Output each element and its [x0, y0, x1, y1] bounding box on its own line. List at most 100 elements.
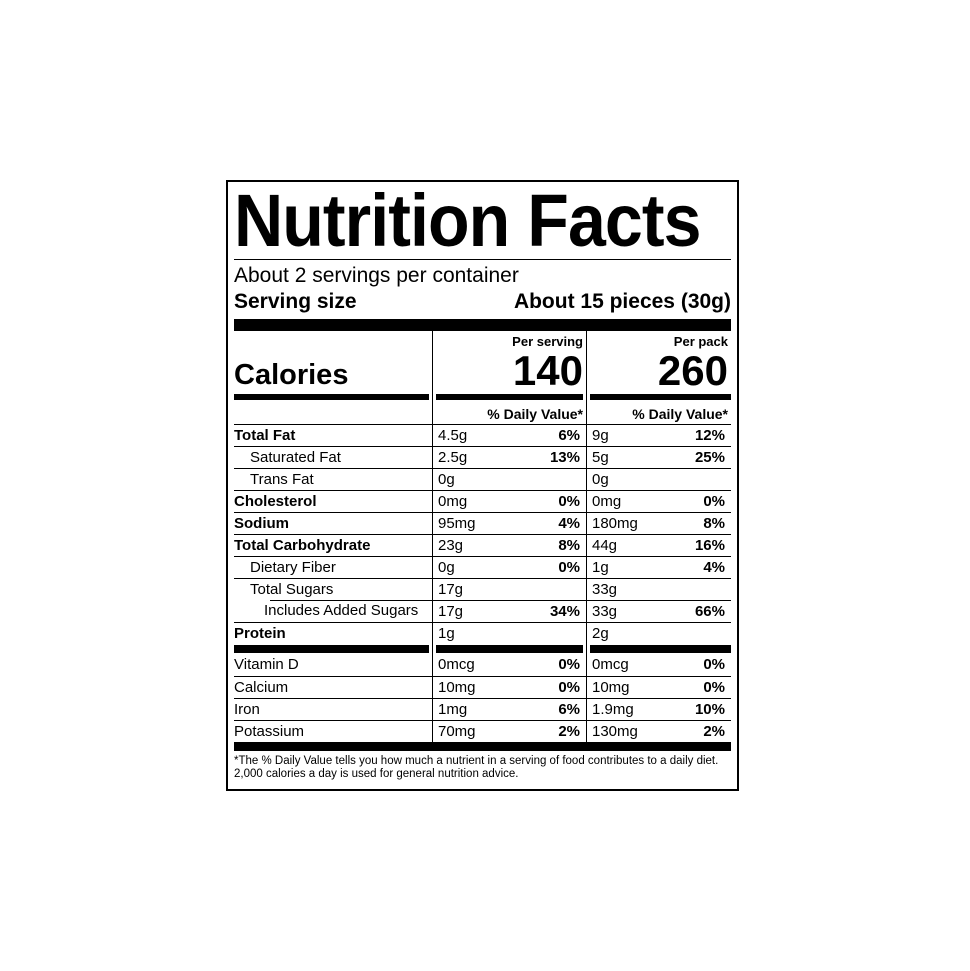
- nutrient-name: Trans Fat: [250, 470, 314, 488]
- table-row: 0mcg 0%: [587, 654, 731, 676]
- nutrient-dv: 0%: [703, 656, 725, 673]
- table-row: Vitamin D: [234, 654, 432, 676]
- nutrient-amount: 17g: [438, 602, 464, 620]
- calories-per-pack-cell: Per pack 260: [587, 331, 731, 393]
- nutrient-amount: 5g: [592, 448, 609, 466]
- serving-size-value: About 15 pieces (30g): [513, 290, 731, 313]
- nutrient-name: Iron: [234, 700, 260, 718]
- nutrient-dv: 0%: [558, 492, 580, 510]
- table-row: Potassium: [234, 720, 432, 742]
- table-row: 33g 66%: [587, 600, 731, 622]
- nutrient-amount: 0mcg: [438, 656, 475, 673]
- nutrient-amount: 1.9mg: [592, 700, 634, 718]
- nutrient-dv: 16%: [694, 536, 725, 554]
- nutrition-facts-title: Nutrition Facts: [234, 179, 701, 262]
- nutrient-dv: 34%: [549, 602, 580, 620]
- nutrient-dv: 4%: [703, 558, 725, 576]
- table-row: Dietary Fiber: [234, 556, 432, 578]
- table-row: 17g: [433, 578, 586, 600]
- footnote: *The % Daily Value tells you how much a …: [234, 755, 719, 780]
- nutrient-dv: 0%: [558, 678, 580, 696]
- table-row: 0g: [587, 468, 731, 490]
- column-divider: [586, 331, 587, 742]
- nutrient-name: Includes Added Sugars: [264, 602, 419, 619]
- table-row: 0g: [433, 468, 586, 490]
- table-row: 33g: [587, 578, 731, 600]
- nutrient-name: Total Fat: [234, 426, 296, 444]
- daily-value-header-serving: % Daily Value*: [487, 406, 583, 422]
- nutrient-amount: 1g: [438, 624, 455, 642]
- nutrient-amount: 0mg: [438, 492, 468, 510]
- table-row: 10mg 0%: [587, 676, 731, 698]
- nutrient-name: Vitamin D: [234, 656, 299, 673]
- nutrient-amount: 70mg: [438, 722, 476, 740]
- table-row: 44g 16%: [587, 534, 731, 556]
- nutrient-dv: 0%: [703, 678, 725, 696]
- table-row: 0g 0%: [433, 556, 586, 578]
- title-block: Nutrition Facts: [234, 179, 731, 262]
- separator-bar-protein: [433, 644, 586, 654]
- table-row: 1g: [433, 622, 586, 644]
- table-row: 1.9mg 10%: [587, 698, 731, 720]
- nutrient-name: Protein: [234, 624, 286, 642]
- nutrient-amount: 9g: [592, 426, 609, 444]
- table-row: Total Carbohydrate: [234, 534, 432, 556]
- table-row: 130mg 2%: [587, 720, 731, 742]
- nutrient-amount: 0g: [438, 470, 455, 488]
- nutrient-dv: 0%: [558, 558, 580, 576]
- table-row: 1mg 6%: [433, 698, 586, 720]
- table-row: 70mg 2%: [433, 720, 586, 742]
- nutrient-amount: 95mg: [438, 514, 476, 532]
- separator-bar-top: [234, 319, 731, 331]
- table-row: 1g 4%: [587, 556, 731, 578]
- per-serving-column: Per serving 140 % Daily Value* 4.5g 6% 2.…: [433, 331, 586, 742]
- nutrition-facts-label: Nutrition Facts About 2 servings per con…: [226, 180, 739, 791]
- nutrient-amount: 1g: [592, 558, 609, 576]
- nutrient-name: Dietary Fiber: [250, 558, 336, 576]
- calories-per-serving-cell: Per serving 140: [433, 331, 586, 393]
- table-row: 2g: [587, 622, 731, 644]
- nutrient-amount: 33g: [592, 580, 618, 598]
- daily-value-header-pack: % Daily Value*: [632, 406, 728, 422]
- nutrient-dv: 2%: [558, 722, 580, 740]
- nutrient-dv: 66%: [694, 602, 725, 620]
- nutrient-name: Cholesterol: [234, 492, 317, 510]
- nutrient-name: Calcium: [234, 678, 289, 696]
- calories-label: Calories: [234, 359, 349, 391]
- per-pack-column: Per pack 260 % Daily Value* 9g 12% 5g 25% …: [587, 331, 731, 742]
- nutrient-amount: 10mg: [592, 678, 630, 696]
- nutrient-amount: 4.5g: [438, 426, 468, 444]
- table-row: 180mg 8%: [587, 512, 731, 534]
- table-row: 17g 34%: [433, 600, 586, 622]
- serving-size-row: Serving size About 15 pieces (30g): [234, 288, 731, 315]
- table-row: Trans Fat: [234, 468, 432, 490]
- nutrient-amount: 130mg: [592, 722, 638, 740]
- separator-bar-protein: [587, 644, 731, 654]
- table-row: Protein: [234, 622, 432, 644]
- table-row: Cholesterol: [234, 490, 432, 512]
- nutrient-amount: 0mcg: [592, 656, 629, 673]
- serving-size-label: Serving size: [234, 290, 357, 313]
- nutrient-dv: 25%: [694, 448, 725, 466]
- nutrient-dv: 2%: [703, 722, 725, 740]
- per-pack-header: Per pack: [673, 334, 728, 349]
- nutrient-amount: 1mg: [438, 700, 468, 718]
- nutrient-dv: 8%: [703, 514, 725, 532]
- nutrient-amount: 44g: [592, 536, 618, 554]
- nutrient-amount: 2.5g: [438, 448, 468, 466]
- table-row: 10mg 0%: [433, 676, 586, 698]
- nutrient-amount: 0g: [592, 470, 609, 488]
- table-row: 0mg 0%: [433, 490, 586, 512]
- table-row: 2.5g 13%: [433, 446, 586, 468]
- nutrient-amount: 17g: [438, 580, 464, 598]
- nutrient-dv: 6%: [558, 700, 580, 718]
- calories-cell: Calories: [234, 331, 432, 393]
- nutrient-name-column: Calories Total Fat Saturated Fat Trans F…: [234, 331, 432, 742]
- nutrient-dv: 0%: [558, 656, 580, 673]
- separator-bar-protein: [234, 644, 432, 654]
- table-row: 95mg 4%: [433, 512, 586, 534]
- nutrient-amount: 0g: [438, 558, 455, 576]
- table-row: 0mcg 0%: [433, 654, 586, 676]
- nutrient-name: Total Sugars: [250, 580, 334, 598]
- nutrient-name: Potassium: [234, 722, 305, 740]
